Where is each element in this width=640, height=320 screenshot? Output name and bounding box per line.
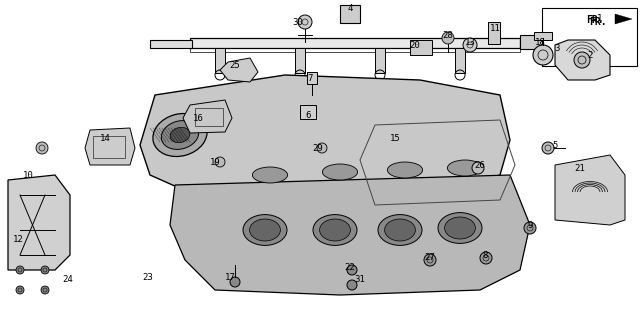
Text: 25: 25 [230, 60, 241, 69]
Ellipse shape [153, 114, 207, 156]
Ellipse shape [385, 219, 415, 241]
Circle shape [16, 266, 24, 274]
Ellipse shape [161, 121, 198, 149]
Polygon shape [555, 40, 610, 80]
Circle shape [442, 32, 454, 44]
Circle shape [41, 266, 49, 274]
Text: 3: 3 [554, 44, 560, 52]
Text: 11: 11 [490, 23, 500, 33]
Text: 9: 9 [527, 220, 532, 229]
Text: 21: 21 [575, 164, 586, 172]
Text: FR.: FR. [586, 15, 604, 25]
Polygon shape [220, 58, 258, 82]
Ellipse shape [387, 162, 422, 178]
Bar [215, 48, 225, 73]
Text: 22: 22 [344, 263, 355, 273]
Text: 15: 15 [390, 133, 401, 142]
Circle shape [424, 254, 436, 266]
Bar [534, 32, 552, 40]
Text: 2: 2 [588, 51, 593, 60]
Ellipse shape [243, 215, 287, 245]
Text: 1: 1 [597, 13, 603, 22]
Text: 30: 30 [292, 18, 303, 27]
Text: 18: 18 [534, 37, 545, 46]
Ellipse shape [319, 219, 351, 241]
Circle shape [347, 265, 357, 275]
Circle shape [230, 277, 240, 287]
Text: 14: 14 [100, 133, 110, 142]
Circle shape [542, 142, 554, 154]
Text: 17: 17 [225, 274, 236, 283]
Circle shape [298, 15, 312, 29]
Bar [195, 108, 223, 126]
Bar [300, 105, 316, 119]
Circle shape [36, 142, 48, 154]
Polygon shape [183, 100, 232, 133]
Text: FR.: FR. [589, 17, 607, 27]
Bar [307, 72, 317, 84]
Bar [295, 48, 305, 73]
Text: 4: 4 [348, 4, 353, 12]
Bar [93, 136, 125, 158]
Text: 31: 31 [355, 276, 365, 284]
Text: 8: 8 [483, 251, 488, 260]
Bar [520, 35, 542, 49]
Bar [375, 48, 385, 73]
Ellipse shape [438, 212, 482, 244]
Text: 19: 19 [210, 157, 220, 166]
Text: 24: 24 [63, 276, 74, 284]
Ellipse shape [250, 219, 280, 241]
Bar [455, 48, 465, 73]
Ellipse shape [447, 160, 483, 176]
Text: 5: 5 [552, 140, 557, 149]
Ellipse shape [378, 215, 422, 245]
Polygon shape [140, 75, 510, 200]
Bar [190, 38, 520, 48]
Text: 29: 29 [312, 143, 323, 153]
Circle shape [463, 38, 477, 52]
Bar [340, 5, 360, 23]
Circle shape [16, 286, 24, 294]
Ellipse shape [313, 215, 357, 245]
Ellipse shape [170, 127, 190, 143]
Text: 16: 16 [193, 114, 204, 123]
Text: 20: 20 [410, 41, 420, 50]
Circle shape [574, 52, 590, 68]
Polygon shape [615, 14, 632, 24]
Text: 6: 6 [305, 110, 310, 119]
Circle shape [524, 222, 536, 234]
Bar [542, 8, 637, 66]
Circle shape [480, 252, 492, 264]
Text: 7: 7 [307, 74, 313, 83]
Ellipse shape [445, 217, 476, 239]
Circle shape [215, 157, 225, 167]
Polygon shape [170, 175, 530, 295]
Text: 10: 10 [22, 171, 33, 180]
Ellipse shape [252, 167, 287, 183]
Circle shape [41, 286, 49, 294]
Polygon shape [8, 175, 70, 270]
Polygon shape [85, 128, 135, 165]
Text: 13: 13 [465, 37, 476, 46]
Circle shape [472, 162, 484, 174]
Text: 12: 12 [13, 236, 24, 244]
Bar [410, 40, 432, 55]
Polygon shape [555, 155, 625, 225]
Bar [488, 22, 500, 44]
Circle shape [347, 280, 357, 290]
Text: 27: 27 [424, 253, 435, 262]
Circle shape [533, 45, 553, 65]
Text: 26: 26 [475, 161, 485, 170]
Text: 28: 28 [443, 30, 453, 39]
Ellipse shape [323, 164, 358, 180]
Bar [190, 48, 520, 52]
Text: 23: 23 [143, 274, 154, 283]
Circle shape [317, 143, 327, 153]
Bar [150, 40, 192, 48]
